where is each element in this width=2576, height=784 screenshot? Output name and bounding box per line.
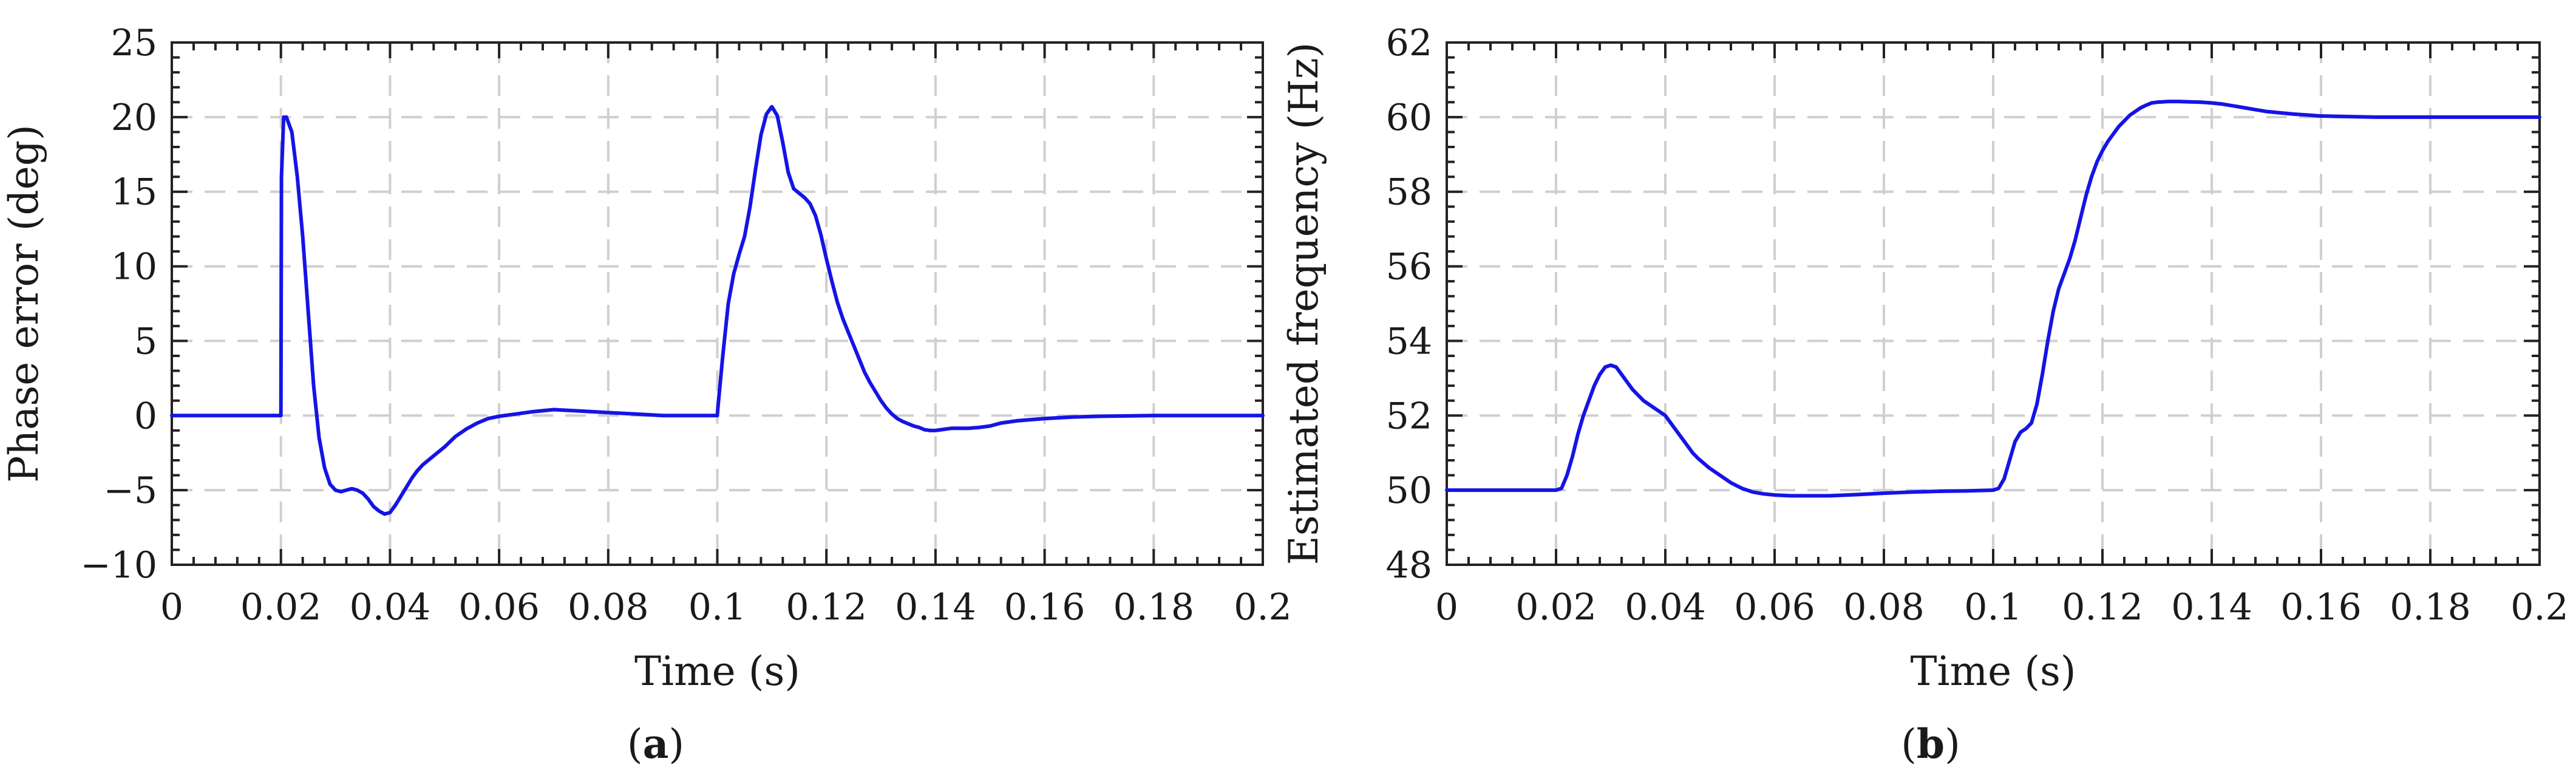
chart-panel-a: 0 0.02 0.04 0.06 0.08 0.1 0.12 0.14 0.16 0.18 0.2 −… [1, 22, 1292, 768]
x-tick-label: 0.12 [2062, 586, 2143, 629]
y-tick-label: −5 [104, 469, 157, 512]
x-tick-label: 0.16 [1004, 586, 1086, 629]
series-line [1445, 100, 2541, 498]
panel-letter: b [1917, 720, 1945, 768]
x-tick-label: 0.04 [1625, 586, 1706, 629]
x-tick-label: 0.1 [688, 586, 746, 629]
y-tick-label: 25 [111, 22, 157, 64]
y-tick-label: 5 [134, 320, 157, 363]
x-tick-label: 0.06 [458, 586, 540, 629]
x-tick-label: 0.08 [1843, 586, 1925, 629]
y-tick-label: 20 [111, 97, 157, 139]
x-tick-label: 0.18 [2390, 586, 2471, 629]
x-tick-label: 0.18 [1113, 586, 1195, 629]
panel-label: (b) [1901, 720, 1960, 768]
panel-label: (a) [627, 720, 684, 768]
panel-letter: a [643, 720, 669, 768]
x-tick-label: 0.12 [786, 586, 867, 629]
x-tick-label: 0.02 [240, 586, 322, 629]
x-tick-label: 0.2 [1234, 586, 1291, 629]
y-tick-label: 52 [1386, 395, 1432, 437]
x-tick-label: 0.14 [2171, 586, 2252, 629]
y-tick-label: 10 [111, 246, 157, 288]
x-tick-label: 0.08 [568, 586, 649, 629]
y-tick-label: 60 [1386, 97, 1432, 139]
y-tick-label: 15 [111, 171, 157, 214]
x-axis-label: Time (s) [634, 648, 800, 695]
y-axis-label: Phase error (deg) [1, 124, 47, 483]
y-tick-label: 56 [1386, 246, 1432, 288]
x-tick-label: 0.06 [1734, 586, 1815, 629]
y-tick-label: 54 [1386, 320, 1432, 363]
y-axis-label: Estimated frequency (Hz) [1280, 43, 1327, 565]
y-tick-label: 48 [1386, 544, 1432, 587]
x-tick-label: 0.2 [2510, 586, 2568, 629]
series-line [170, 104, 1265, 516]
y-tick-label: 50 [1386, 469, 1432, 512]
x-tick-label: 0.1 [1964, 586, 2022, 629]
y-tick-label: 62 [1386, 22, 1432, 64]
x-tick-label: 0 [160, 586, 183, 629]
x-tick-label: 0 [1435, 586, 1458, 629]
y-tick-label: 0 [134, 395, 157, 437]
x-tick-label: 0.04 [350, 586, 431, 629]
x-tick-label: 0.16 [2280, 586, 2362, 629]
chart-panel-b: 0 0.02 0.04 0.06 0.08 0.1 0.12 0.14 0.16 0.18 0.2 4… [1280, 22, 2569, 768]
x-tick-label: 0.14 [895, 586, 976, 629]
y-tick-label: −10 [80, 544, 157, 587]
x-axis-label: Time (s) [1910, 648, 2076, 695]
y-tick-label: 58 [1386, 171, 1432, 214]
x-tick-label: 0.02 [1515, 586, 1597, 629]
